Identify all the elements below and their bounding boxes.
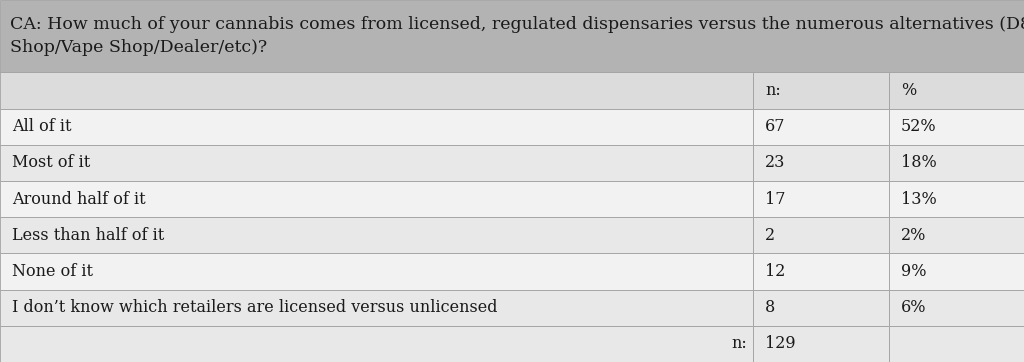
Bar	[889, 217, 1024, 253]
Bar	[753, 145, 889, 181]
Text: 18%: 18%	[901, 155, 937, 171]
Text: 13%: 13%	[901, 191, 937, 207]
Text: 17: 17	[765, 191, 785, 207]
Bar	[0, 0, 1024, 72]
Text: Less than half of it: Less than half of it	[12, 227, 165, 244]
Text: n:: n:	[765, 82, 780, 99]
Text: All of it: All of it	[12, 118, 72, 135]
Text: 2: 2	[765, 227, 775, 244]
Text: 2%: 2%	[901, 227, 927, 244]
Text: 52%: 52%	[901, 118, 937, 135]
Bar	[889, 253, 1024, 290]
Bar	[889, 181, 1024, 217]
Text: 8: 8	[765, 299, 775, 316]
Bar	[889, 72, 1024, 109]
Bar	[753, 181, 889, 217]
Text: 9%: 9%	[901, 263, 927, 280]
Bar	[889, 290, 1024, 326]
Text: 23: 23	[765, 155, 785, 171]
Text: 6%: 6%	[901, 299, 927, 316]
Bar	[889, 145, 1024, 181]
Bar	[753, 326, 889, 362]
Text: %: %	[901, 82, 916, 99]
Text: None of it: None of it	[12, 263, 93, 280]
Text: 67: 67	[765, 118, 785, 135]
Bar	[889, 109, 1024, 145]
Text: I don’t know which retailers are licensed versus unlicensed: I don’t know which retailers are license…	[12, 299, 498, 316]
Bar	[0, 181, 753, 217]
Bar	[753, 290, 889, 326]
Text: n:: n:	[732, 336, 748, 352]
Bar	[753, 109, 889, 145]
Text: Most of it: Most of it	[12, 155, 90, 171]
Bar	[753, 217, 889, 253]
Bar	[0, 217, 753, 253]
Bar	[0, 326, 753, 362]
Bar	[0, 109, 753, 145]
Bar	[889, 326, 1024, 362]
Bar	[753, 253, 889, 290]
Bar	[0, 72, 753, 109]
Text: Around half of it: Around half of it	[12, 191, 145, 207]
Bar	[0, 253, 753, 290]
Text: 129: 129	[765, 336, 796, 352]
Bar	[0, 290, 753, 326]
Text: 12: 12	[765, 263, 785, 280]
Bar	[0, 145, 753, 181]
Text: CA: How much of your cannabis comes from licensed, regulated dispensaries versus: CA: How much of your cannabis comes from…	[10, 16, 1024, 56]
Bar	[753, 72, 889, 109]
